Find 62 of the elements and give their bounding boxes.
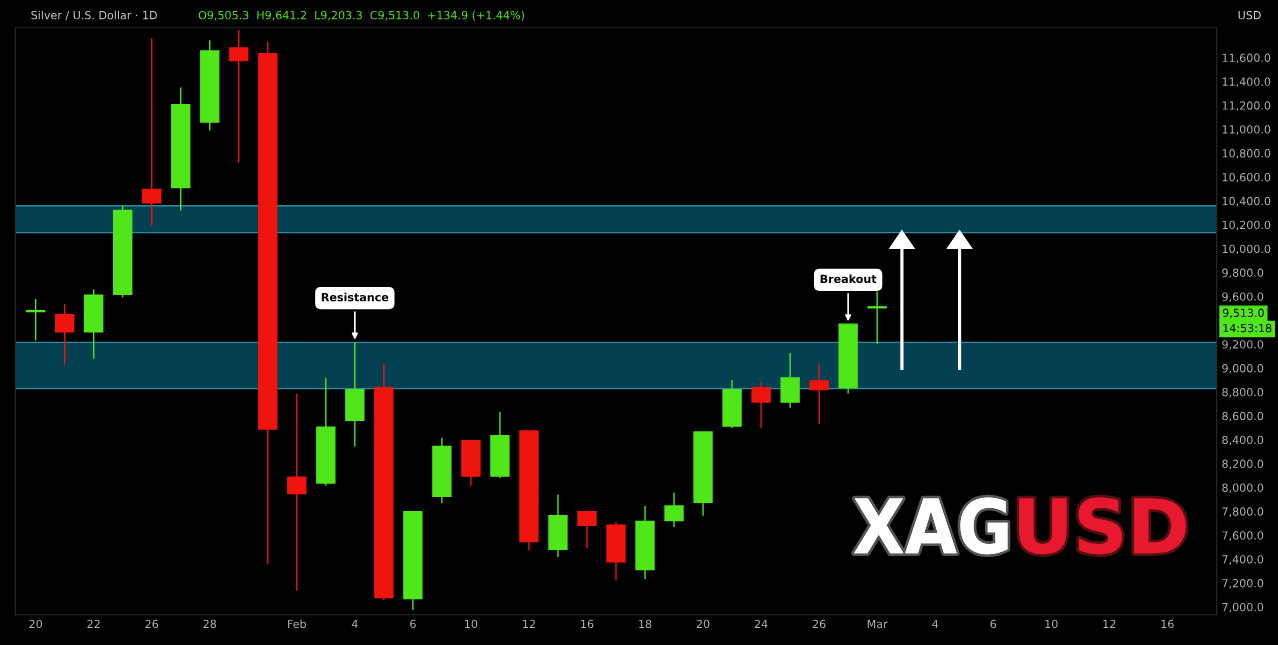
x-tick-label: 22 [87, 619, 100, 628]
y-tick-label: 11,600.0 [1222, 53, 1271, 64]
candlestick [809, 362, 829, 425]
candlestick [577, 511, 597, 549]
x-tick-label: 12 [1103, 619, 1116, 628]
chart-title: Silver / U.S. Dollar · 1D [31, 10, 157, 21]
text: 14:53:18 [1223, 323, 1272, 333]
y-tick-label: 9,000.0 [1222, 364, 1264, 374]
y-tick-label: 7,200.0 [1222, 579, 1264, 589]
y-tick-label: 8,800.0 [1222, 387, 1264, 398]
candlestick [229, 29, 249, 164]
y-axis-title: USD [1238, 10, 1261, 20]
y-tick-label: 10,200.0 [1222, 220, 1271, 231]
y-tick-label: 8,000.0 [1222, 483, 1264, 494]
x-tick-label: 18 [639, 619, 652, 629]
y-tick-label: 7,800.0 [1222, 507, 1264, 517]
y-tick-label: 9,200.0 [1222, 340, 1264, 350]
x-tick-label: 10 [1045, 619, 1058, 629]
annotation: XAG [854, 497, 1008, 555]
x-tick-label: 20 [29, 619, 42, 629]
x-tick-label: 20 [696, 619, 710, 629]
y-tick-label: 7,600.0 [1222, 531, 1264, 541]
x-tick-label: 10 [465, 619, 478, 629]
y-tick-label: 10,400.0 [1222, 196, 1271, 207]
x-tick-label: 6 [990, 619, 997, 629]
y-tick-label: 7,400.0 [1222, 555, 1264, 565]
y-tick-label: 10,000.0 [1222, 244, 1271, 255]
candlestick [664, 491, 684, 528]
annotation: Resistance [321, 292, 389, 302]
x-tick-label: 26 [145, 619, 159, 629]
x-tick-label: Mar [867, 619, 888, 629]
y-tick-label: 8,200.0 [1222, 459, 1264, 470]
candlestick [54, 303, 75, 366]
x-tick-label: 4 [351, 619, 358, 628]
annotation: USD [1019, 497, 1186, 555]
candlestick [287, 392, 307, 592]
candlestick [751, 381, 771, 429]
candlestick [867, 290, 887, 345]
x-tick-label: 6 [410, 619, 416, 629]
y-tick-label: 10,600.0 [1222, 172, 1271, 183]
y-tick-label: 11,000.0 [1222, 125, 1271, 135]
y-tick-label: 8,400.0 [1222, 435, 1264, 446]
y-tick-label: 11,200.0 [1222, 101, 1271, 111]
x-tick-label: 24 [754, 619, 768, 628]
y-tick-label: 11,400.0 [1222, 77, 1271, 87]
x-tick-label: 12 [523, 619, 535, 628]
y-tick-label: 9,600.0 [1222, 292, 1264, 302]
x-tick-label: 26 [812, 619, 826, 629]
candlestick [25, 298, 46, 342]
candlestick [142, 37, 162, 226]
x-tick-label: Feb [288, 619, 307, 629]
x-tick-label: 16 [1161, 619, 1174, 629]
y-tick-label: 8,600.0 [1222, 411, 1264, 422]
y-tick-label: 9,800.0 [1222, 268, 1264, 279]
x-tick-label: 4 [932, 619, 939, 628]
annotation: Breakout [820, 274, 877, 284]
x-tick-label: 28 [203, 619, 217, 629]
x-tick-label: 16 [581, 619, 594, 629]
text: O9,505.3 H9,641.2 L9,203.3 C9,513.0 +134.9 (+1.44%) [198, 10, 525, 21]
y-tick-label: 7,000.0 [1222, 602, 1264, 613]
y-tick-label: 10,800.0 [1222, 149, 1271, 159]
text: 9,513.0 [1222, 308, 1264, 319]
